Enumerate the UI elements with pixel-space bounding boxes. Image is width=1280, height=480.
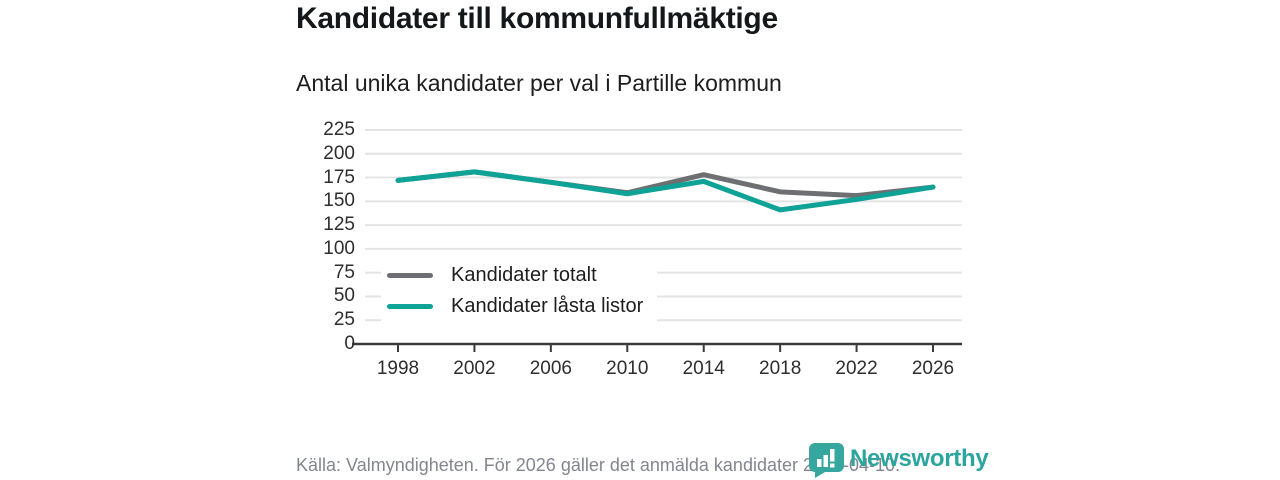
y-tick-label: 225 bbox=[323, 119, 355, 140]
y-tick-label: 125 bbox=[323, 214, 355, 236]
chart-legend: Kandidater totalt Kandidater låsta listo… bbox=[381, 259, 658, 324]
y-tick-label: 175 bbox=[323, 166, 355, 188]
newsworthy-logo-icon bbox=[809, 443, 844, 478]
x-tick-label: 2006 bbox=[529, 358, 572, 379]
legend-row-total: Kandidater totalt bbox=[387, 263, 643, 287]
x-tick-label: 1998 bbox=[376, 358, 420, 379]
x-tick-label: 2014 bbox=[682, 358, 725, 379]
y-tick-label: 200 bbox=[323, 142, 355, 164]
legend-label-locked: Kandidater låsta listor bbox=[451, 294, 644, 317]
y-tick-label: 150 bbox=[323, 190, 355, 212]
chart-subtitle: Antal unika kandidater per val i Partill… bbox=[296, 70, 782, 96]
source-note: Källa: Valmyndigheten. För 2026 gäller d… bbox=[296, 455, 901, 475]
legend-swatch-locked bbox=[387, 303, 433, 309]
series-line-0 bbox=[395, 169, 936, 199]
newsworthy-logo-text: Newsworthy bbox=[850, 445, 989, 472]
y-tick-label: 0 bbox=[344, 333, 355, 354]
legend-row-locked: Kandidater låsta listor bbox=[387, 294, 643, 318]
page-title: Kandidater till kommunfullmäktige bbox=[296, 2, 778, 35]
y-tick-label: 50 bbox=[333, 285, 355, 307]
legend-label-total: Kandidater totalt bbox=[451, 263, 597, 286]
x-tick-label: 2002 bbox=[453, 358, 496, 379]
x-tick-label: 2010 bbox=[606, 358, 649, 379]
series-line-1 bbox=[395, 169, 936, 213]
legend-swatch-total bbox=[387, 272, 433, 278]
x-tick-label: 2022 bbox=[835, 358, 878, 379]
x-tick-label: 2018 bbox=[759, 358, 802, 379]
x-tick-label: 2026 bbox=[911, 358, 955, 379]
y-tick-label: 100 bbox=[323, 237, 355, 259]
y-tick-label: 75 bbox=[333, 261, 355, 283]
y-tick-label: 25 bbox=[333, 309, 355, 331]
newsworthy-logo[interactable]: Newsworthy bbox=[808, 442, 989, 478]
